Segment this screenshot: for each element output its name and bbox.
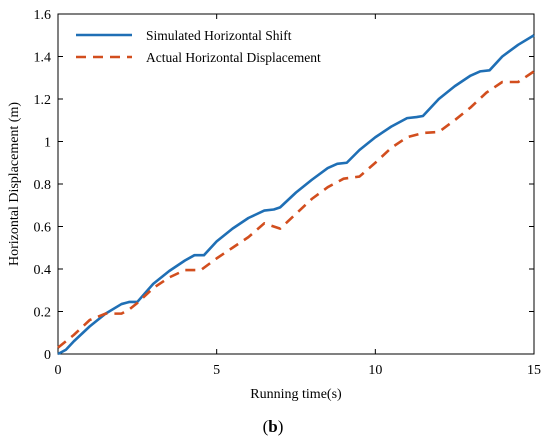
legend-label-2: Actual Horizontal Displacement [146, 50, 321, 65]
series-line-1 [57, 34, 535, 356]
axis-ticks: 0 5 10 15 0 0.2 0.4 0.6 0.8 1 1.2 1.4 1.6 [34, 8, 542, 378]
y-tick-label: 1.4 [34, 51, 52, 66]
y-tick-label: 1 [44, 136, 51, 151]
x-tick-label: 15 [527, 363, 541, 378]
x-axis-label: Running time(s) [250, 387, 342, 402]
series-group [57, 34, 535, 356]
y-axis-label: Horizontal Displacement (m) [7, 102, 22, 266]
y-tick-label: 0.8 [34, 178, 52, 193]
y-tick-label: 1.6 [34, 8, 52, 23]
x-tick-label: 10 [368, 363, 382, 378]
legend-box [68, 22, 364, 74]
y-tick-label: 0.4 [34, 263, 52, 278]
x-tick-label: 0 [55, 363, 62, 378]
panel-label: (b) [263, 417, 284, 436]
legend-label-1: Simulated Horizontal Shift [146, 28, 292, 43]
series-line-2 [57, 70, 535, 349]
x-tick-label: 5 [213, 363, 220, 378]
y-tick-label: 0.2 [34, 306, 52, 321]
y-tick-label: 0 [44, 348, 51, 363]
y-tick-label: 1.2 [34, 93, 52, 108]
legend: Simulated Horizontal Shift Actual Horizon… [68, 22, 364, 74]
y-tick-label: 0.6 [34, 221, 52, 236]
